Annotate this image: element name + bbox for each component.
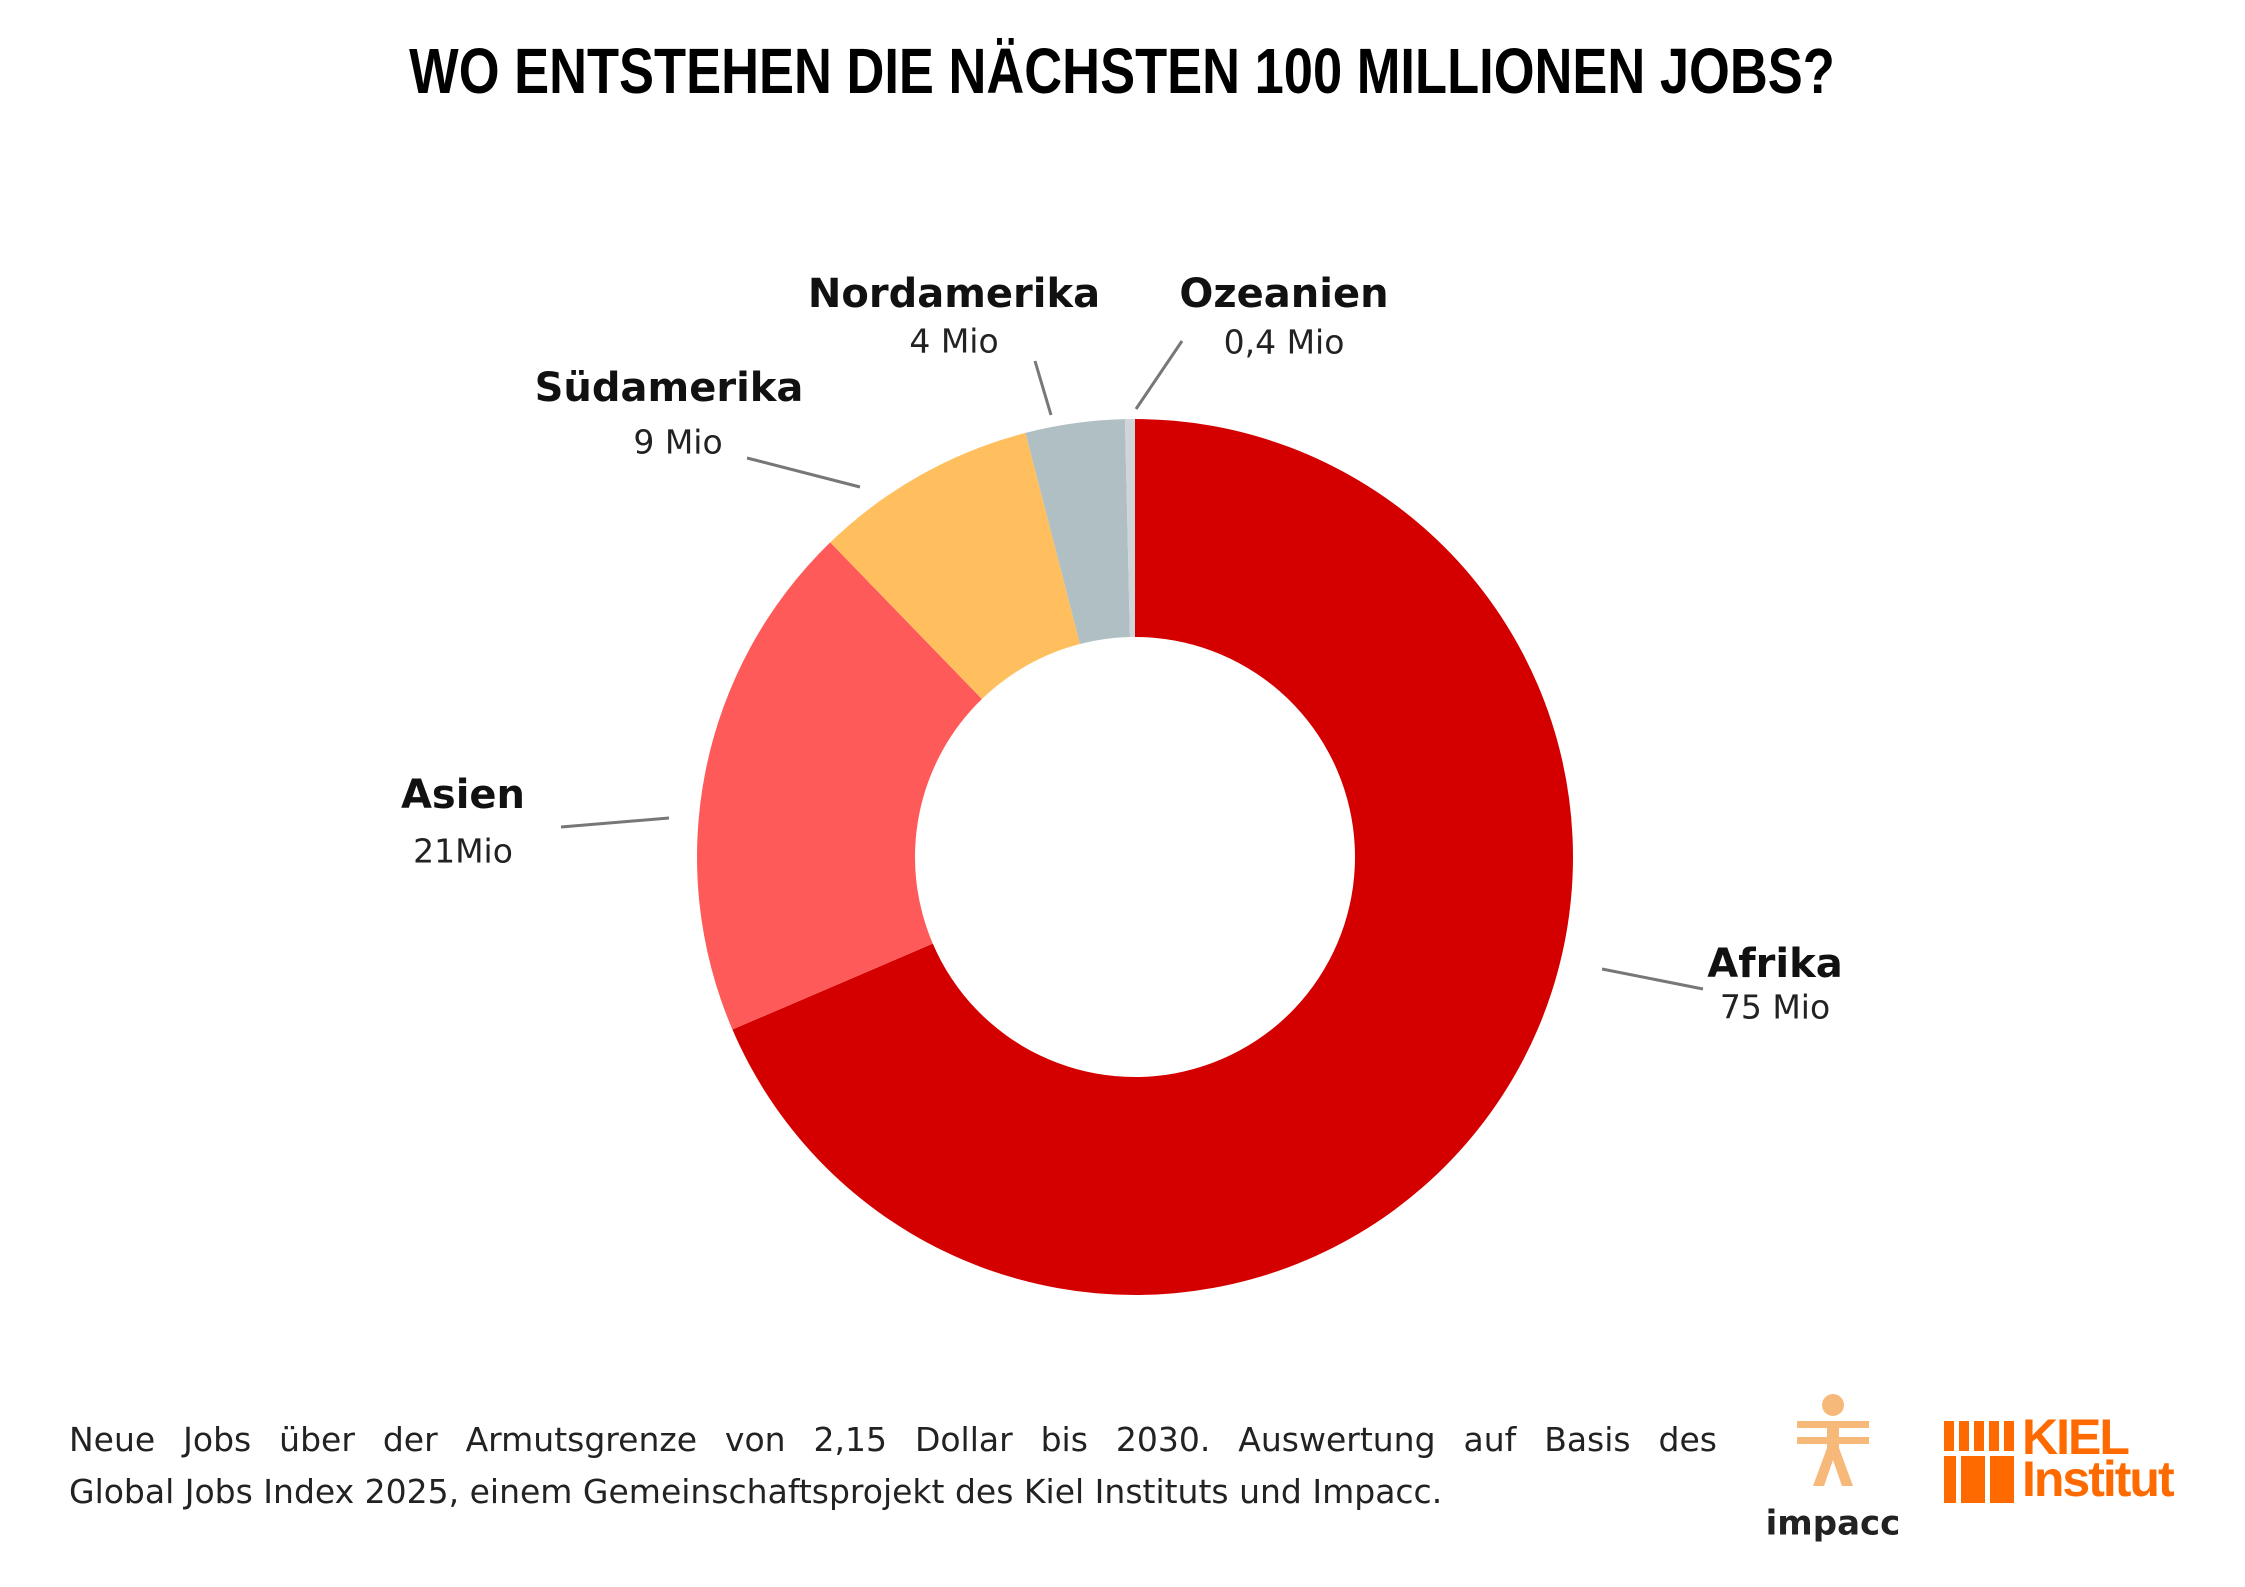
value-label: 0,4 Mio [1224, 323, 1345, 362]
donut-slice [732, 419, 1573, 1295]
value-label: 21Mio [413, 832, 513, 871]
category-label: Nordamerika [808, 271, 1100, 317]
donut-slice [697, 542, 982, 1030]
leader-line [746, 456, 861, 489]
category-label: Afrika [1707, 941, 1842, 987]
leader-line [1134, 340, 1184, 410]
impacc-logo [1797, 1394, 1869, 1486]
kiel-logo [1944, 1421, 2014, 1503]
category-label: Ozeanien [1179, 271, 1388, 317]
footnote: Neue Jobs über der Armutsgrenze von 2,15… [69, 1420, 1717, 1459]
value-label: 75 Mio [1720, 988, 1830, 1027]
donut-slice [830, 432, 1080, 699]
chart-title: WO ENTSTEHEN DIE NÄCHSTEN 100 MILLIONEN … [409, 36, 1835, 107]
category-label: Asien [401, 772, 525, 818]
donut-slice [1025, 419, 1130, 644]
value-label: 9 Mio [633, 423, 722, 462]
leader-line [560, 816, 670, 829]
kiel-logo-text: KIEL [2022, 1409, 2128, 1465]
impacc-logo-text: impacc [1766, 1504, 1901, 1544]
value-label: 4 Mio [909, 322, 998, 361]
donut-slice [1124, 419, 1135, 638]
leader-line [1033, 360, 1053, 416]
footnote: Global Jobs Index 2025, einem Gemeinscha… [69, 1472, 1443, 1511]
category-label: Südamerika [535, 365, 804, 411]
kiel-logo-text: Institut [2022, 1451, 2175, 1507]
leader-line [1601, 967, 1704, 991]
